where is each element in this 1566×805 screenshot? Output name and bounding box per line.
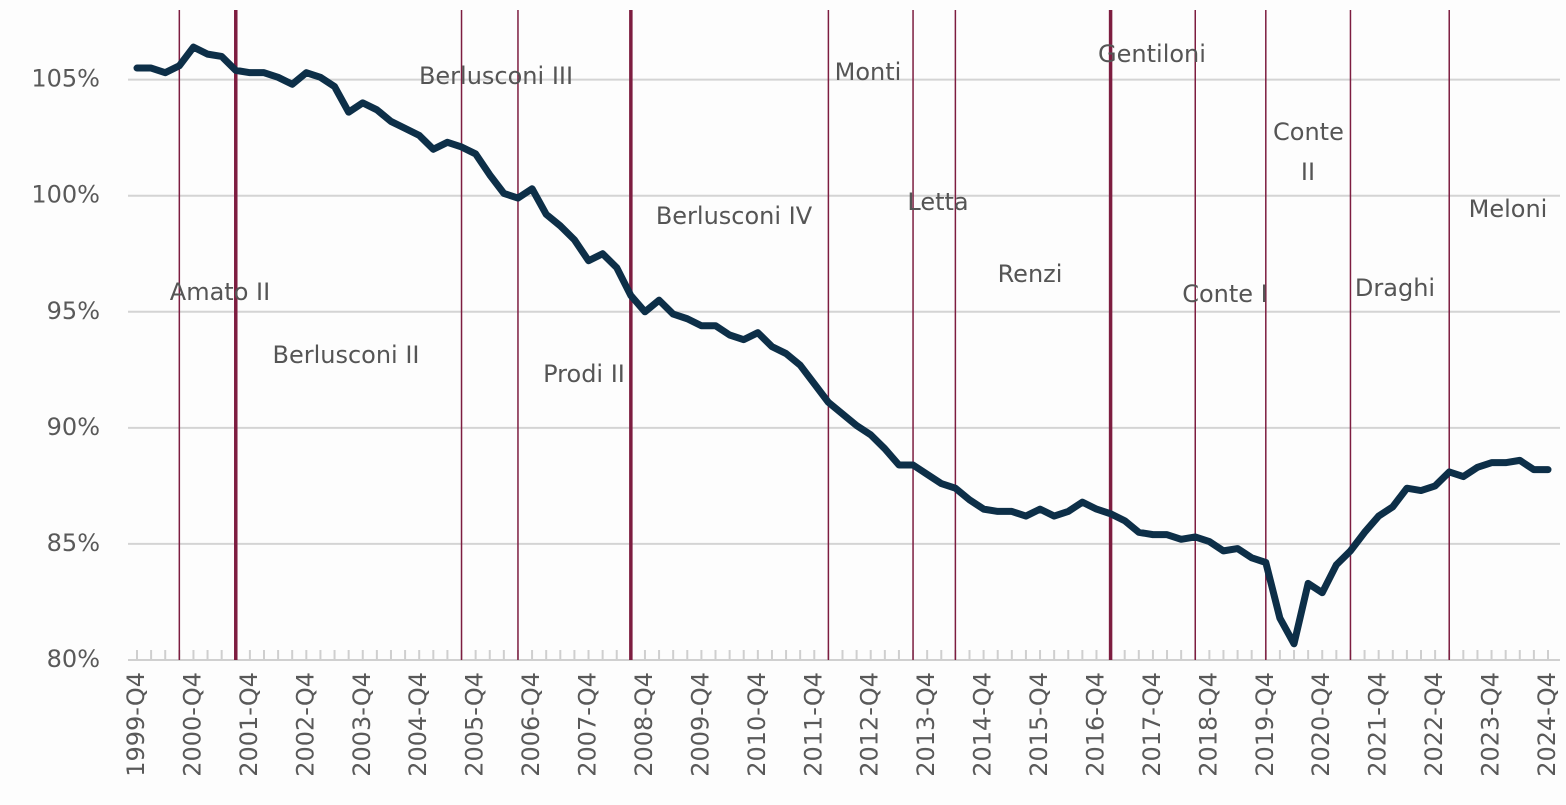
x-tick-label: 2004-Q4	[404, 672, 432, 777]
x-tick-label: 2006-Q4	[517, 672, 545, 777]
government-label: Gentiloni	[1098, 40, 1206, 68]
x-tick-label: 2017-Q4	[1138, 672, 1166, 777]
x-tick-label: 2012-Q4	[856, 672, 884, 777]
x-tick-label: 2010-Q4	[743, 672, 771, 777]
y-tick-label: 100%	[31, 181, 100, 209]
x-tick-label: 2023-Q4	[1477, 672, 1505, 777]
x-tick-label: 2021-Q4	[1364, 672, 1392, 777]
government-label: Conte I	[1182, 280, 1268, 308]
government-label: Conte II	[1273, 118, 1344, 186]
y-tick-label: 80%	[47, 645, 100, 673]
x-tick-label: 2014-Q4	[969, 672, 997, 777]
x-tick-label: 2001-Q4	[235, 672, 263, 777]
government-label: Draghi	[1354, 274, 1436, 302]
x-tick-label: 2024-Q4	[1533, 672, 1561, 777]
x-tick-label: 2019-Q4	[1251, 672, 1279, 777]
x-tick-label: 2018-Q4	[1194, 672, 1222, 777]
x-tick-label: 2002-Q4	[291, 672, 319, 777]
government-label: Berlusconi IV	[655, 202, 813, 230]
government-label: Berlusconi III	[418, 62, 574, 90]
government-label: Letta	[907, 188, 969, 216]
y-tick-label: 90%	[47, 413, 100, 441]
x-tick-label: 2020-Q4	[1307, 672, 1335, 777]
x-tick-label: 2009-Q4	[686, 672, 714, 777]
x-tick-label: 2005-Q4	[461, 672, 489, 777]
x-tick-label: 2000-Q4	[178, 672, 206, 777]
x-tick-label: 2022-Q4	[1420, 672, 1448, 777]
x-tick-label: 2016-Q4	[1081, 672, 1109, 777]
x-tick-label: 2003-Q4	[348, 672, 376, 777]
x-tick-label: 2008-Q4	[630, 672, 658, 777]
y-tick-label: 85%	[47, 529, 100, 557]
x-tick-label: 2011-Q4	[799, 672, 827, 777]
data-line	[133, 43, 1552, 648]
government-label: Renzi	[997, 260, 1063, 288]
government-label: Berlusconi II	[272, 341, 420, 369]
y-tick-label: 105%	[31, 65, 100, 93]
government-label: Prodi II	[543, 360, 625, 388]
x-tick-label: 2013-Q4	[912, 672, 940, 777]
x-tick-label: 2015-Q4	[1025, 672, 1053, 777]
y-tick-label: 95%	[47, 297, 100, 325]
government-label: Monti	[834, 58, 902, 86]
x-tick-label: 1999-Q4	[122, 672, 150, 777]
government-label: Meloni	[1468, 195, 1548, 223]
x-tick-label: 2007-Q4	[574, 672, 602, 777]
government-label: Amato II	[169, 278, 271, 306]
